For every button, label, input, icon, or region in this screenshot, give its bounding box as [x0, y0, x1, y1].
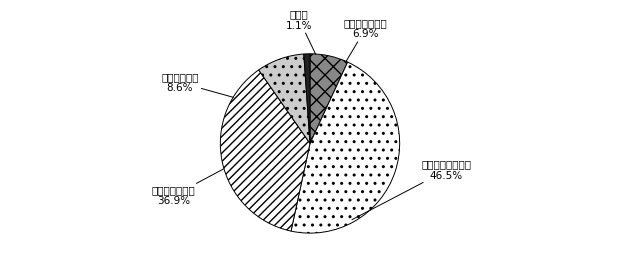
Wedge shape [220, 70, 310, 231]
Text: 多少は知っている
46.5%: 多少は知っている 46.5% [352, 160, 471, 220]
Wedge shape [304, 54, 310, 143]
Text: あまり知らない
36.9%: あまり知らない 36.9% [152, 169, 224, 206]
Wedge shape [310, 54, 348, 143]
Text: 全く知らない
8.6%: 全く知らない 8.6% [161, 72, 233, 97]
Text: よく知っている
6.9%: よく知っている 6.9% [343, 18, 388, 61]
Wedge shape [291, 62, 400, 233]
Wedge shape [259, 54, 310, 143]
Text: 無回答
1.1%: 無回答 1.1% [286, 9, 316, 54]
